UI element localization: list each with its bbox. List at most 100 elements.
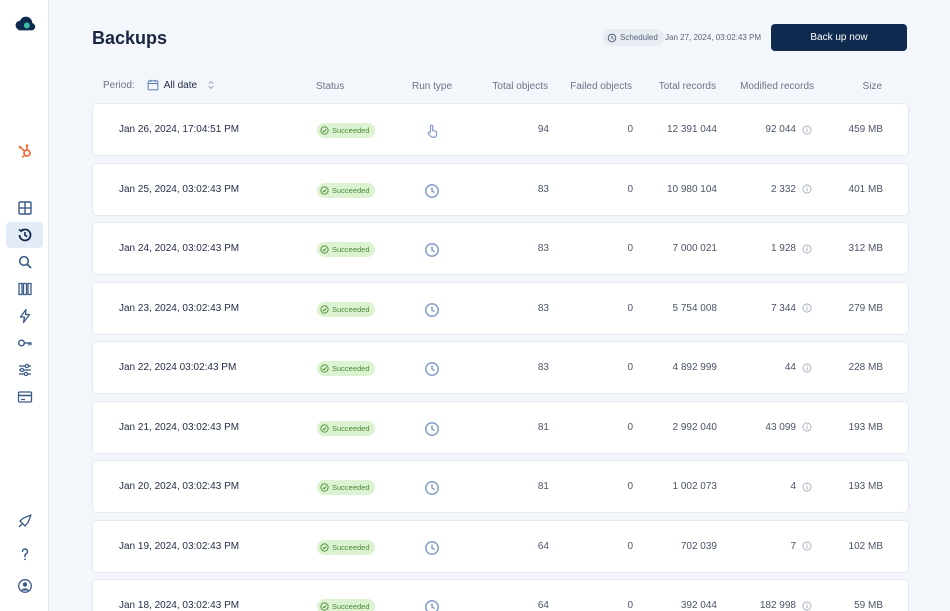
modified-records-value: 7 <box>790 540 796 552</box>
status-label: Succeeded <box>332 245 370 254</box>
info-icon[interactable] <box>802 541 812 551</box>
backup-date: Jan 20, 2024, 03:02:43 PM <box>119 481 240 492</box>
scheduled-run-icon <box>425 481 439 495</box>
failed-objects-value: 0 <box>627 481 633 492</box>
status-badge: Succeeded <box>317 123 375 138</box>
period-filter: Period: All date <box>103 79 216 91</box>
backup-date: Jan 26, 2024, 17:04:51 PM <box>119 124 240 135</box>
user-account-icon[interactable] <box>6 573 43 599</box>
backup-row[interactable]: Jan 26, 2024, 17:04:51 PM Succeeded 94 0 12 … <box>92 103 909 156</box>
status-badge: Succeeded <box>317 361 375 376</box>
column-header-status[interactable]: Status <box>316 81 345 92</box>
size-value: 193 MB <box>848 481 883 492</box>
scheduled-run-icon <box>425 421 439 436</box>
modified-records-value: 1 928 <box>770 243 796 254</box>
backup-date: Jan 19, 2024, 03:02:43 PM <box>119 540 240 552</box>
clock-icon <box>607 33 617 42</box>
column-header-size[interactable]: Size <box>862 81 882 92</box>
manual-run-icon <box>427 124 438 138</box>
search-icon[interactable] <box>6 249 43 275</box>
column-header-failed-objects[interactable]: Failed objects <box>570 81 632 92</box>
info-icon[interactable] <box>802 363 812 373</box>
backup-row[interactable]: Jan 19, 2024, 03:02:43 PM Succeeded 64 0 702… <box>92 519 909 573</box>
scheduled-run-icon <box>425 302 439 317</box>
modified-records-cell: 7 <box>712 521 812 572</box>
modified-records-cell: 43 099 <box>712 402 812 453</box>
logo-icon[interactable] <box>6 12 43 38</box>
backup-row[interactable]: Jan 21, 2024, 03:02:43 PM Succeeded 81 0 2 9… <box>92 400 909 454</box>
dashboard-icon[interactable] <box>6 195 43 221</box>
total-objects-value: 83 <box>537 362 549 373</box>
info-icon[interactable] <box>802 125 812 135</box>
total-objects-value: 94 <box>537 124 549 135</box>
check-circle-icon <box>320 602 329 611</box>
scheduled-run-icon <box>425 362 439 376</box>
status-badge: Succeeded <box>317 301 375 317</box>
info-icon[interactable] <box>802 601 812 611</box>
backup-row[interactable]: Jan 23, 2024, 03:02:43 PM Succeeded 83 0 5 7… <box>92 281 909 335</box>
scheduled-badge: Scheduled <box>603 29 664 46</box>
check-circle-icon <box>320 542 329 552</box>
billing-card-icon[interactable] <box>6 384 43 410</box>
total-objects-value: 81 <box>537 421 549 433</box>
info-icon[interactable] <box>802 482 812 492</box>
status-badge: Succeeded <box>317 539 375 555</box>
back-up-now-button[interactable]: Back up now <box>771 24 907 51</box>
rocket-icon[interactable] <box>6 508 43 534</box>
modified-records-value: 2 332 <box>770 183 796 195</box>
failed-objects-value: 0 <box>627 540 633 552</box>
backup-row[interactable]: Jan 25, 2024, 03:02:43 PM Succeeded 83 0 10 … <box>92 162 909 216</box>
scheduled-time: Jan 27, 2024, 03:02:43 PM <box>665 33 762 42</box>
settings-sliders-icon[interactable] <box>6 357 43 383</box>
backup-date: Jan 22, 2024 03:02:43 PM <box>119 362 237 373</box>
sort-updown-icon <box>208 80 214 90</box>
hubspot-icon[interactable] <box>6 138 43 164</box>
calendar-icon <box>147 79 159 91</box>
size-value: 102 MB <box>848 540 883 552</box>
backup-row[interactable]: Jan 18, 2024, 03:02:43 PM Succeeded 64 0 392… <box>92 579 909 611</box>
modified-records-value: 92 044 <box>765 124 796 135</box>
library-icon[interactable] <box>6 276 43 302</box>
key-icon[interactable] <box>6 330 43 356</box>
check-circle-icon <box>320 185 329 195</box>
failed-objects-value: 0 <box>627 362 633 373</box>
total-records-value: 12 391 044 <box>666 124 717 135</box>
main-content: Backups Scheduled Jan 27, 2024, 03:02:43… <box>49 0 950 611</box>
modified-records-value: 4 <box>790 481 796 492</box>
period-select[interactable]: All date <box>147 79 216 91</box>
total-objects-value: 83 <box>537 302 549 314</box>
total-records-value: 2 992 040 <box>672 421 718 433</box>
column-header-modified-records[interactable]: Modified records <box>740 81 814 92</box>
history-icon[interactable] <box>6 222 43 248</box>
check-circle-icon <box>320 423 329 433</box>
size-value: 279 MB <box>848 302 883 314</box>
modified-records-value: 182 998 <box>759 600 796 611</box>
total-objects-value: 64 <box>537 600 549 611</box>
backup-row[interactable]: Jan 24, 2024, 03:02:43 PM Succeeded 83 0 7 0… <box>92 222 909 275</box>
column-header-run-type[interactable]: Run type <box>412 81 453 92</box>
help-icon[interactable] <box>6 541 43 567</box>
size-value: 312 MB <box>848 243 883 254</box>
info-icon[interactable] <box>802 244 812 254</box>
size-value: 401 MB <box>848 183 883 195</box>
column-header-total-objects[interactable]: Total objects <box>492 81 548 92</box>
modified-records-cell: 182 998 <box>712 580 812 611</box>
period-label: Period: <box>103 79 135 91</box>
info-icon[interactable] <box>802 303 812 313</box>
backup-row[interactable]: Jan 20, 2024, 03:02:43 PM Succeeded 81 0 1 0… <box>92 460 909 513</box>
total-objects-value: 83 <box>537 243 549 254</box>
status-badge: Succeeded <box>317 242 375 257</box>
status-label: Succeeded <box>332 423 370 433</box>
info-icon[interactable] <box>802 422 812 432</box>
modified-records-value: 44 <box>784 362 796 373</box>
check-circle-icon <box>320 304 329 314</box>
status-badge: Succeeded <box>317 182 375 198</box>
status-label: Succeeded <box>332 185 370 195</box>
modified-records-cell: 7 344 <box>712 283 812 334</box>
total-objects-value: 83 <box>537 183 549 195</box>
column-header-total-records[interactable]: Total records <box>658 81 716 92</box>
info-icon[interactable] <box>802 184 812 194</box>
backup-row[interactable]: Jan 22, 2024 03:02:43 PM Succeeded 83 0 4 89… <box>92 341 909 394</box>
lightning-icon[interactable] <box>6 303 43 329</box>
total-records-value: 10 980 104 <box>666 183 717 195</box>
